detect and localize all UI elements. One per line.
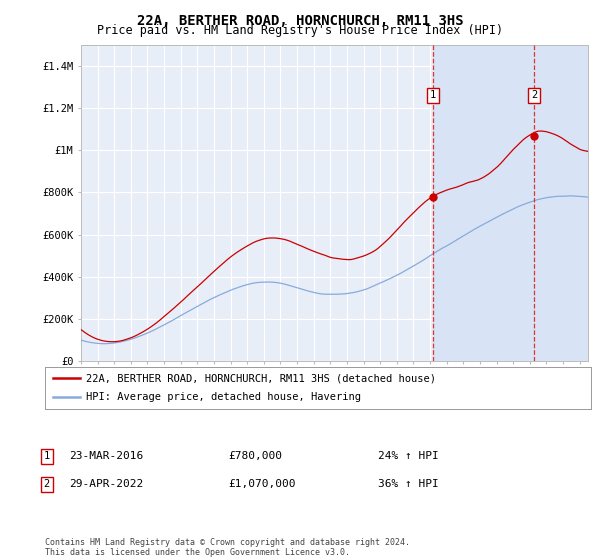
Text: 36% ↑ HPI: 36% ↑ HPI bbox=[378, 479, 439, 489]
Bar bbox=[433, 45, 588, 361]
Text: 2: 2 bbox=[531, 90, 537, 100]
Text: 23-MAR-2016: 23-MAR-2016 bbox=[69, 451, 143, 461]
Text: Contains HM Land Registry data © Crown copyright and database right 2024.
This d: Contains HM Land Registry data © Crown c… bbox=[45, 538, 410, 557]
Text: Price paid vs. HM Land Registry's House Price Index (HPI): Price paid vs. HM Land Registry's House … bbox=[97, 24, 503, 37]
Text: HPI: Average price, detached house, Havering: HPI: Average price, detached house, Have… bbox=[86, 393, 361, 403]
Text: 2: 2 bbox=[44, 479, 50, 489]
Text: 1: 1 bbox=[430, 90, 436, 100]
Text: 24% ↑ HPI: 24% ↑ HPI bbox=[378, 451, 439, 461]
Text: £1,070,000: £1,070,000 bbox=[228, 479, 296, 489]
Text: 29-APR-2022: 29-APR-2022 bbox=[69, 479, 143, 489]
Text: £780,000: £780,000 bbox=[228, 451, 282, 461]
Text: 22A, BERTHER ROAD, HORNCHURCH, RM11 3HS: 22A, BERTHER ROAD, HORNCHURCH, RM11 3HS bbox=[137, 14, 463, 28]
Text: 1: 1 bbox=[44, 451, 50, 461]
Text: 22A, BERTHER ROAD, HORNCHURCH, RM11 3HS (detached house): 22A, BERTHER ROAD, HORNCHURCH, RM11 3HS … bbox=[86, 373, 436, 383]
